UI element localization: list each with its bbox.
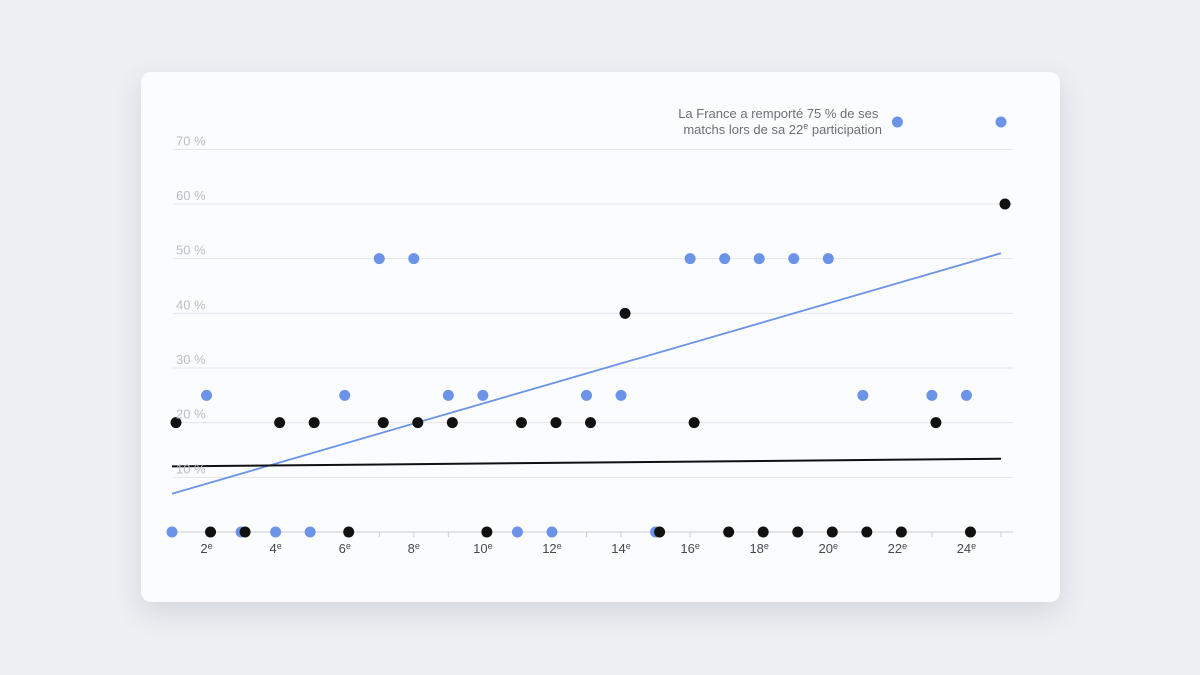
point-s1-x8 — [412, 417, 424, 429]
x-tick-label-10: 10e — [473, 541, 492, 556]
point-s1-x3 — [239, 526, 251, 538]
point-s1-x13 — [585, 417, 596, 429]
point-s0-x13 — [581, 389, 592, 401]
x-tick-label-20: 20e — [819, 541, 838, 556]
y-tick-label-30: 30 % — [176, 352, 206, 367]
point-s1-x20 — [826, 526, 838, 538]
annotation-line-2-text: matchs lors de sa 22 — [683, 122, 803, 137]
annotation-line-2-end: participation — [808, 122, 882, 137]
point-s1-x4 — [274, 417, 286, 429]
chart-card: 10 % 20 % 30 % 40 % 50 % 60 % 70 % 2e 4e 6e 8e 10e 1… — [141, 72, 1060, 602]
point-s0-x14 — [615, 389, 627, 401]
point-s0-x6 — [339, 389, 351, 401]
point-s1-x16 — [688, 417, 700, 429]
point-s1-x14 — [619, 307, 631, 319]
point-s0-x25 — [995, 116, 1007, 128]
point-s0-x4 — [270, 526, 282, 538]
annotation-superscript: e — [803, 121, 808, 131]
point-s0-x22 — [891, 116, 903, 128]
x-axis — [171, 531, 1013, 537]
point-s0-x18 — [753, 253, 765, 265]
point-s0-x8 — [408, 253, 420, 265]
point-s1-x22 — [895, 526, 907, 538]
point-s0-x12 — [546, 526, 558, 538]
point-s1-x24 — [964, 526, 976, 538]
point-s1-x2 — [205, 526, 217, 538]
point-s1-x23 — [930, 417, 942, 429]
point-s0-x10 — [477, 389, 489, 401]
point-s0-x17 — [719, 253, 731, 265]
point-s1-x21 — [861, 526, 873, 538]
point-s0-x24 — [960, 389, 972, 401]
point-s0-x5 — [304, 526, 316, 538]
point-s1-x9 — [446, 417, 458, 429]
point-s1-x17 — [723, 526, 735, 538]
annotation-line-2: matchs lors de sa 22e participation — [683, 121, 882, 137]
point-s0-x19 — [788, 253, 800, 265]
x-tick-label-24: 24e — [957, 541, 976, 556]
point-s0-x7 — [373, 253, 385, 265]
point-s1-x19 — [792, 526, 804, 538]
trend-lines — [171, 252, 1002, 495]
y-tick-label-70: 70 % — [176, 133, 206, 148]
point-s1-x10 — [481, 526, 493, 538]
point-s1-x1 — [170, 417, 182, 429]
y-tick-label-60: 60 % — [176, 188, 206, 203]
data-points — [166, 116, 1011, 538]
point-s1-x5 — [308, 417, 320, 429]
x-tick-label-8: 8e — [408, 541, 420, 556]
grid — [173, 148, 1013, 478]
point-s1-x15 — [654, 526, 666, 538]
point-s0-x16 — [684, 253, 696, 265]
point-s1-x6 — [343, 526, 355, 538]
annotation-line-1: La France a remporté 75 % de ses — [678, 106, 879, 121]
x-tick-label-18: 18e — [749, 541, 768, 556]
point-s1-x18 — [757, 526, 769, 538]
point-s0-x21 — [857, 389, 869, 401]
scatter-chart: 10 % 20 % 30 % 40 % 50 % 60 % 70 % 2e 4e 6e 8e 10e 1… — [166, 106, 1013, 556]
point-s0-x11 — [511, 526, 523, 538]
annotation-france-22nd: La France a remporté 75 % de ses matchs … — [678, 106, 882, 137]
x-tick-label-16: 16e — [680, 541, 699, 556]
y-tick-label-50: 50 % — [176, 243, 206, 258]
trend-line-0 — [171, 252, 1002, 495]
tick-labels: 10 % 20 % 30 % 40 % 50 % 60 % 70 % 2e 4e 6e 8e 10e 1… — [176, 133, 976, 556]
point-s0-x20 — [822, 253, 834, 265]
point-s1-x11 — [515, 417, 527, 429]
point-s1-x12 — [550, 417, 562, 429]
y-tick-label-10: 10 % — [176, 461, 206, 476]
y-tick-label-20: 20 % — [176, 407, 206, 422]
point-s1-x7 — [377, 417, 389, 429]
y-tick-label-40: 40 % — [176, 297, 206, 312]
x-tick-label-2: 2e — [200, 541, 212, 556]
point-s0-x2 — [201, 389, 213, 401]
point-s0-x1 — [166, 526, 178, 538]
x-tick-label-14: 14e — [611, 541, 630, 556]
x-tick-label-22: 22e — [888, 541, 907, 556]
trend-line-1 — [171, 457, 1002, 468]
x-tick-label-4: 4e — [270, 541, 282, 556]
x-tick-label-12: 12e — [542, 541, 561, 556]
x-tick-label-6: 6e — [339, 541, 351, 556]
point-s0-x9 — [442, 389, 454, 401]
point-s1-x25 — [999, 198, 1011, 210]
point-s0-x23 — [926, 389, 938, 401]
